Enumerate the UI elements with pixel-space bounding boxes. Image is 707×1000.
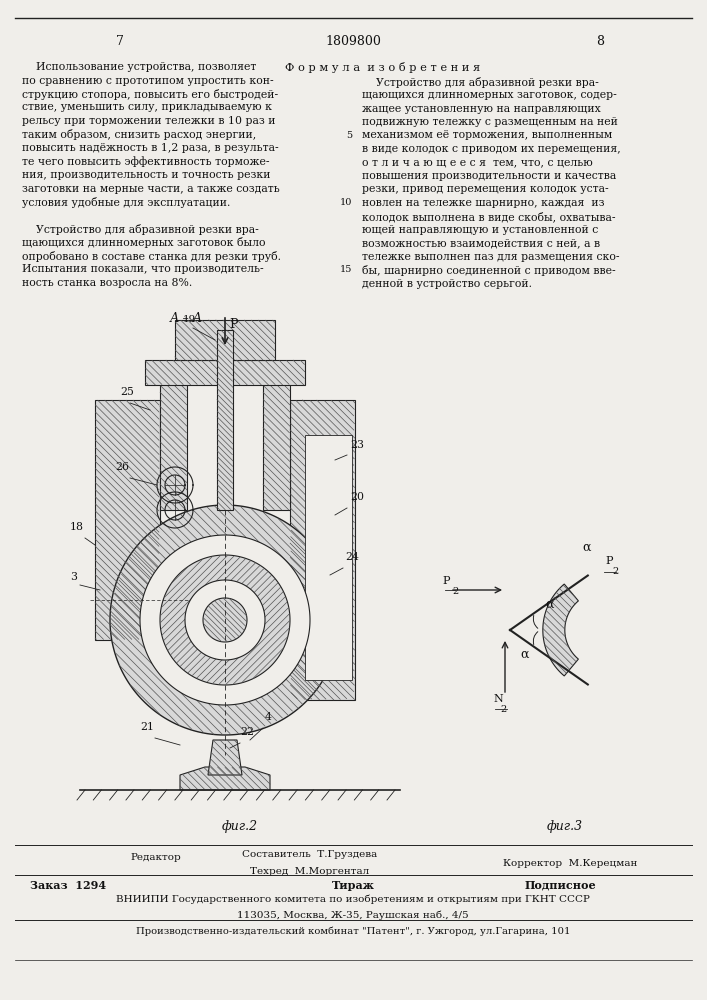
Text: подвижную тележку с размещенным на ней: подвижную тележку с размещенным на ней (362, 117, 618, 127)
Text: P: P (442, 576, 450, 586)
Text: Производственно-издательский комбинат "Патент", г. Ужгород, ул.Гагарина, 101: Производственно-издательский комбинат "П… (136, 926, 571, 936)
Text: 21: 21 (140, 722, 154, 732)
Text: 22: 22 (240, 727, 254, 737)
Text: 5: 5 (346, 130, 352, 139)
Polygon shape (263, 380, 290, 510)
Text: ВНИИПИ Государственного комитета по изобретениям и открытиям при ГКНТ СССР: ВНИИПИ Государственного комитета по изоб… (116, 895, 590, 904)
Text: 24: 24 (345, 552, 359, 562)
Text: А – А: А – А (170, 312, 203, 325)
Polygon shape (180, 767, 270, 790)
Polygon shape (110, 505, 340, 735)
Polygon shape (290, 400, 355, 700)
Polygon shape (95, 400, 160, 640)
Polygon shape (217, 330, 233, 510)
Text: 8: 8 (596, 35, 604, 48)
Text: ющей направляющую и установленной с: ющей направляющую и установленной с (362, 225, 598, 235)
Text: повысить надёжность в 1,2 раза, в результа-: повысить надёжность в 1,2 раза, в резуль… (22, 143, 279, 153)
Text: P: P (606, 556, 613, 566)
Text: N: N (493, 694, 503, 704)
Text: 25: 25 (120, 387, 134, 397)
Text: фиг.2: фиг.2 (222, 820, 258, 833)
Text: Устройство для абразивной резки вра-: Устройство для абразивной резки вра- (362, 77, 599, 88)
Text: те чего повысить эффективность торможе-: те чего повысить эффективность торможе- (22, 156, 269, 167)
Polygon shape (203, 598, 247, 642)
Text: ность станка возросла на 8%.: ность станка возросла на 8%. (22, 278, 192, 288)
Text: денной в устройство серьгой.: денной в устройство серьгой. (362, 279, 532, 289)
Text: 2: 2 (452, 587, 458, 596)
Text: α: α (545, 598, 554, 611)
Text: Составитель  Т.Груздева: Составитель Т.Груздева (243, 850, 378, 859)
Text: струкцию стопора, повысить его быстродей-: струкцию стопора, повысить его быстродей… (22, 89, 278, 100)
Text: Корректор  М.Керецман: Корректор М.Керецман (503, 859, 637, 868)
Text: Техред  М.Моргентал: Техред М.Моргентал (250, 867, 370, 876)
Text: резки, привод перемещения колодок уста-: резки, привод перемещения колодок уста- (362, 184, 609, 194)
Text: ствие, уменьшить силу, прикладываемую к: ствие, уменьшить силу, прикладываемую к (22, 103, 272, 112)
Text: 18: 18 (70, 522, 84, 532)
Text: опробовано в составе станка для резки труб.: опробовано в составе станка для резки тр… (22, 251, 281, 262)
Polygon shape (160, 555, 290, 685)
Text: ния, производительность и точность резки: ния, производительность и точность резки (22, 170, 271, 180)
Text: 1809800: 1809800 (325, 35, 381, 48)
Text: Использование устройства, позволяет: Использование устройства, позволяет (22, 62, 257, 72)
Text: в виде колодок с приводом их перемещения,: в виде колодок с приводом их перемещения… (362, 144, 621, 154)
Text: повышения производительности и качества: повышения производительности и качества (362, 171, 617, 181)
Text: 3: 3 (70, 572, 77, 582)
Text: 10: 10 (339, 198, 352, 207)
Polygon shape (185, 580, 265, 660)
Text: 15: 15 (339, 265, 352, 274)
Text: фиг.3: фиг.3 (547, 820, 583, 833)
Text: по сравнению с прототипом упростить кон-: по сравнению с прототипом упростить кон- (22, 76, 274, 86)
Text: Редактор: Редактор (130, 853, 181, 862)
Text: 4: 4 (265, 712, 272, 722)
Text: 2: 2 (613, 567, 619, 576)
Text: P: P (229, 318, 238, 331)
Text: рельсу при торможении тележки в 10 раз и: рельсу при торможении тележки в 10 раз и (22, 116, 276, 126)
Text: 19: 19 (183, 315, 197, 324)
Text: Подписное: Подписное (524, 880, 596, 891)
Polygon shape (140, 535, 310, 705)
Text: механизмом её торможения, выполненным: механизмом её торможения, выполненным (362, 130, 612, 140)
Text: щающихся длинномерных заготовок было: щающихся длинномерных заготовок было (22, 237, 266, 248)
Text: тележке выполнен паз для размещения ско-: тележке выполнен паз для размещения ско- (362, 252, 619, 262)
Text: 20: 20 (350, 492, 364, 502)
Text: Устройство для абразивной резки вра-: Устройство для абразивной резки вра- (22, 224, 259, 235)
Polygon shape (160, 380, 187, 510)
Text: условия удобные для эксплуатации.: условия удобные для эксплуатации. (22, 197, 230, 208)
Text: 113035, Москва, Ж-35, Раушская наб., 4/5: 113035, Москва, Ж-35, Раушская наб., 4/5 (237, 910, 469, 920)
Text: α: α (520, 648, 529, 661)
Polygon shape (208, 740, 242, 775)
Text: 2: 2 (500, 705, 506, 714)
Text: возможностью взаимодействия с ней, а в: возможностью взаимодействия с ней, а в (362, 238, 600, 248)
Text: бы, шарнирно соединенной с приводом вве-: бы, шарнирно соединенной с приводом вве- (362, 265, 616, 276)
Text: α: α (583, 541, 591, 554)
Polygon shape (305, 435, 352, 680)
Text: Ф о р м у л а  и з о б р е т е н и я: Ф о р м у л а и з о б р е т е н и я (286, 62, 481, 73)
Text: Заказ  1294: Заказ 1294 (30, 880, 106, 891)
Text: о т л и ч а ю щ е е с я  тем, что, с целью: о т л и ч а ю щ е е с я тем, что, с цель… (362, 157, 592, 167)
Text: колодок выполнена в виде скобы, охватыва-: колодок выполнена в виде скобы, охватыва… (362, 212, 616, 222)
Polygon shape (145, 360, 305, 385)
Text: Тираж: Тираж (332, 880, 375, 891)
Polygon shape (543, 584, 578, 676)
Text: 26: 26 (115, 462, 129, 472)
Text: щающихся длинномерных заготовок, содер-: щающихся длинномерных заготовок, содер- (362, 90, 617, 100)
Text: таким образом, снизить расход энергии,: таким образом, снизить расход энергии, (22, 129, 256, 140)
Polygon shape (175, 320, 275, 360)
Text: заготовки на мерные части, а также создать: заготовки на мерные части, а также созда… (22, 184, 280, 194)
Text: новлен на тележке шарнирно, каждая  из: новлен на тележке шарнирно, каждая из (362, 198, 604, 208)
Text: 7: 7 (116, 35, 124, 48)
Text: Испытания показали, что производитель-: Испытания показали, что производитель- (22, 264, 264, 274)
Text: жащее установленную на направляющих: жащее установленную на направляющих (362, 104, 601, 113)
Text: 23: 23 (350, 440, 364, 450)
